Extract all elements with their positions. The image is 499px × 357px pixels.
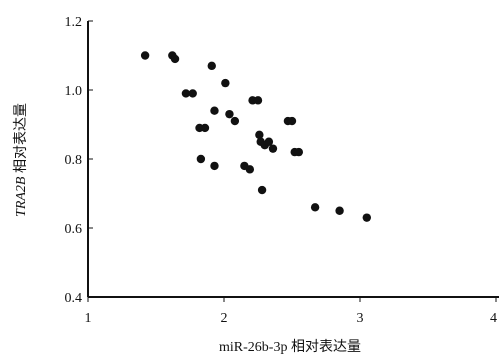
- scatter-point: [221, 78, 230, 88]
- scatter-point: [253, 96, 263, 105]
- x-tick-label: 4: [490, 311, 497, 326]
- x-tick-label: 2: [221, 311, 228, 326]
- labels-layer: miR-26b-3p 相对表达量 TRA2B 相对表达量: [13, 103, 361, 355]
- scatter-point: [257, 185, 267, 195]
- y-tick-label: 0.4: [65, 291, 83, 306]
- scatter-point: [264, 137, 274, 146]
- scatter-point: [140, 51, 150, 60]
- scatter-point: [210, 161, 219, 171]
- scatter-point: [362, 213, 371, 222]
- y-tick-label: 0.8: [65, 153, 83, 168]
- x-axis-label: miR-26b-3p 相对表达量: [219, 339, 361, 355]
- axes-layer: [87, 21, 499, 298]
- scatter-point: [335, 206, 344, 215]
- scatter-point: [287, 116, 297, 126]
- scatter-point: [245, 165, 255, 174]
- scatter-point: [268, 144, 278, 153]
- y-tick-label: 1.0: [65, 84, 83, 99]
- scatter-point: [255, 130, 264, 140]
- scatter-point: [230, 116, 240, 126]
- points-layer: [140, 51, 371, 222]
- scatter-point: [210, 106, 219, 115]
- scatter-point: [225, 109, 234, 119]
- scatter-point: [196, 154, 206, 164]
- scatter-point: [170, 54, 180, 64]
- y-tick-label: 1.2: [65, 15, 83, 30]
- x-tick-label: 1: [85, 311, 92, 326]
- y-axis-label: TRA2B 相对表达量: [13, 103, 29, 217]
- ticks-layer: 0.4 0.6 0.8 1.0 1.2 1 2 3 4: [65, 15, 498, 326]
- scatter-point: [181, 89, 191, 98]
- x-tick-label: 3: [357, 311, 364, 326]
- scatter-point: [310, 203, 320, 212]
- scatter-point: [207, 61, 216, 71]
- scatter-point: [188, 89, 197, 98]
- y-tick-label: 0.6: [65, 222, 83, 237]
- scatter-point: [200, 123, 210, 133]
- scatter-point: [294, 147, 303, 157]
